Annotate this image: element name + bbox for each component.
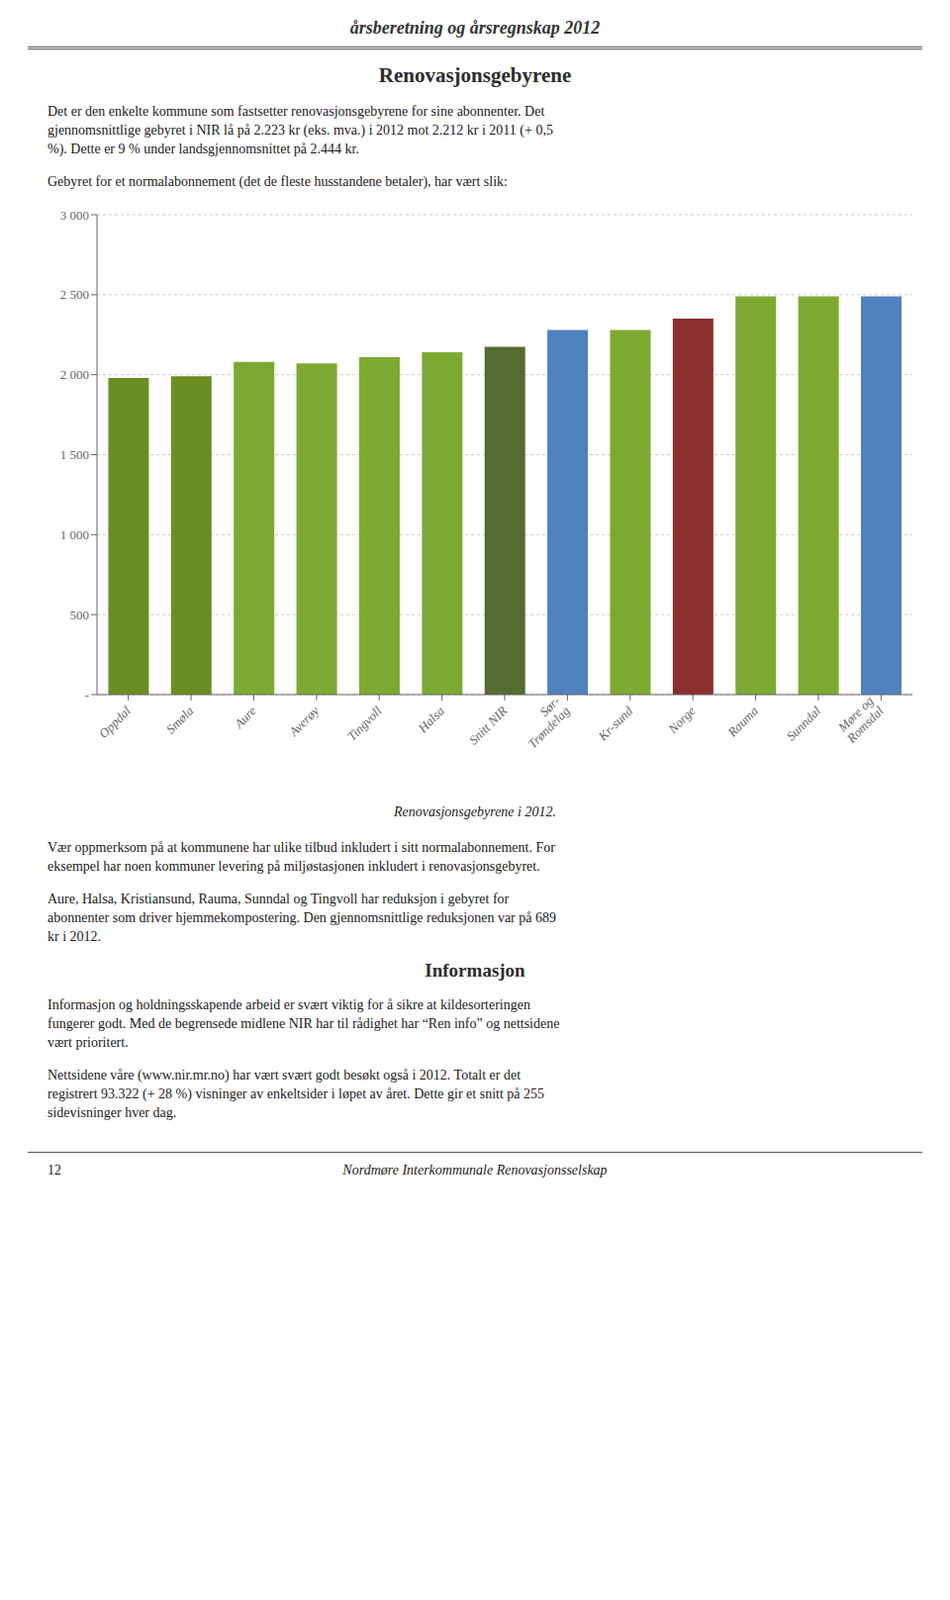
svg-text:Tingvoll: Tingvoll bbox=[344, 702, 385, 744]
svg-text:3 000: 3 000 bbox=[60, 207, 90, 223]
html-text:Informasjon og holdningsskapen: Informasjon og holdningsskapende arbeid … bbox=[47, 997, 560, 1050]
svg-text:2 000: 2 000 bbox=[60, 367, 90, 382]
svg-text:Møre ogRomsdal: Møre ogRomsdal bbox=[833, 692, 887, 747]
svg-text:Kr-sund: Kr-sund bbox=[594, 702, 637, 745]
svg-text:-: - bbox=[85, 687, 90, 703]
html-text:Informasjon: Informasjon bbox=[424, 959, 526, 981]
svg-text:Sunndal: Sunndal bbox=[783, 702, 825, 744]
svg-text:Oppdal: Oppdal bbox=[95, 702, 134, 741]
svg-text:Smøla: Smøla bbox=[163, 702, 197, 737]
svg-text:2 500: 2 500 bbox=[60, 286, 90, 302]
svg-text:Averøy: Averøy bbox=[285, 703, 322, 741]
svg-text:1 000: 1 000 bbox=[60, 527, 90, 543]
html-text:Nordmøre Interkommunale Renova: Nordmøre Interkommunale Renovasjonsselsk… bbox=[342, 1162, 608, 1178]
svg-text:Aure: Aure bbox=[230, 703, 260, 733]
svg-text:Sør-Trøndelag: Sør-Trøndelag bbox=[514, 692, 573, 752]
html-text:Det er den enkelte kommune som: Det er den enkelte kommune som fastsette… bbox=[47, 103, 554, 157]
svg-text:1 500: 1 500 bbox=[60, 447, 90, 463]
svg-text:Rauma: Rauma bbox=[724, 702, 762, 741]
svg-text:Snitt NIR: Snitt NIR bbox=[466, 703, 511, 749]
html-text:Gebyret for et normalabonnemen: Gebyret for et normalabonnement (det de … bbox=[47, 174, 508, 190]
html-text:12: 12 bbox=[47, 1162, 62, 1178]
html-text:Renovasjonsgebyrene: Renovasjonsgebyrene bbox=[378, 63, 572, 88]
html-text:årsberetning og årsregnskap 20: årsberetning og årsregnskap 2012 bbox=[350, 17, 600, 38]
svg-text:500: 500 bbox=[70, 607, 91, 623]
html-text:Nettsidene våre (www.nir.mr.no: Nettsidene våre (www.nir.mr.no) har vært… bbox=[47, 1067, 545, 1121]
svg-text:Norge: Norge bbox=[665, 703, 699, 738]
svg-text:Halsa: Halsa bbox=[414, 702, 449, 737]
html-text:Renovasjonsgebyrene i 2012.: Renovasjonsgebyrene i 2012. bbox=[393, 804, 557, 820]
html-text:Aure, Halsa, Kristiansund, Rau: Aure, Halsa, Kristiansund, Rauma, Sunnda… bbox=[47, 891, 557, 945]
html-text:Vær oppmerksom på at kommunene: Vær oppmerksom på at kommunene har ulike… bbox=[47, 840, 556, 874]
